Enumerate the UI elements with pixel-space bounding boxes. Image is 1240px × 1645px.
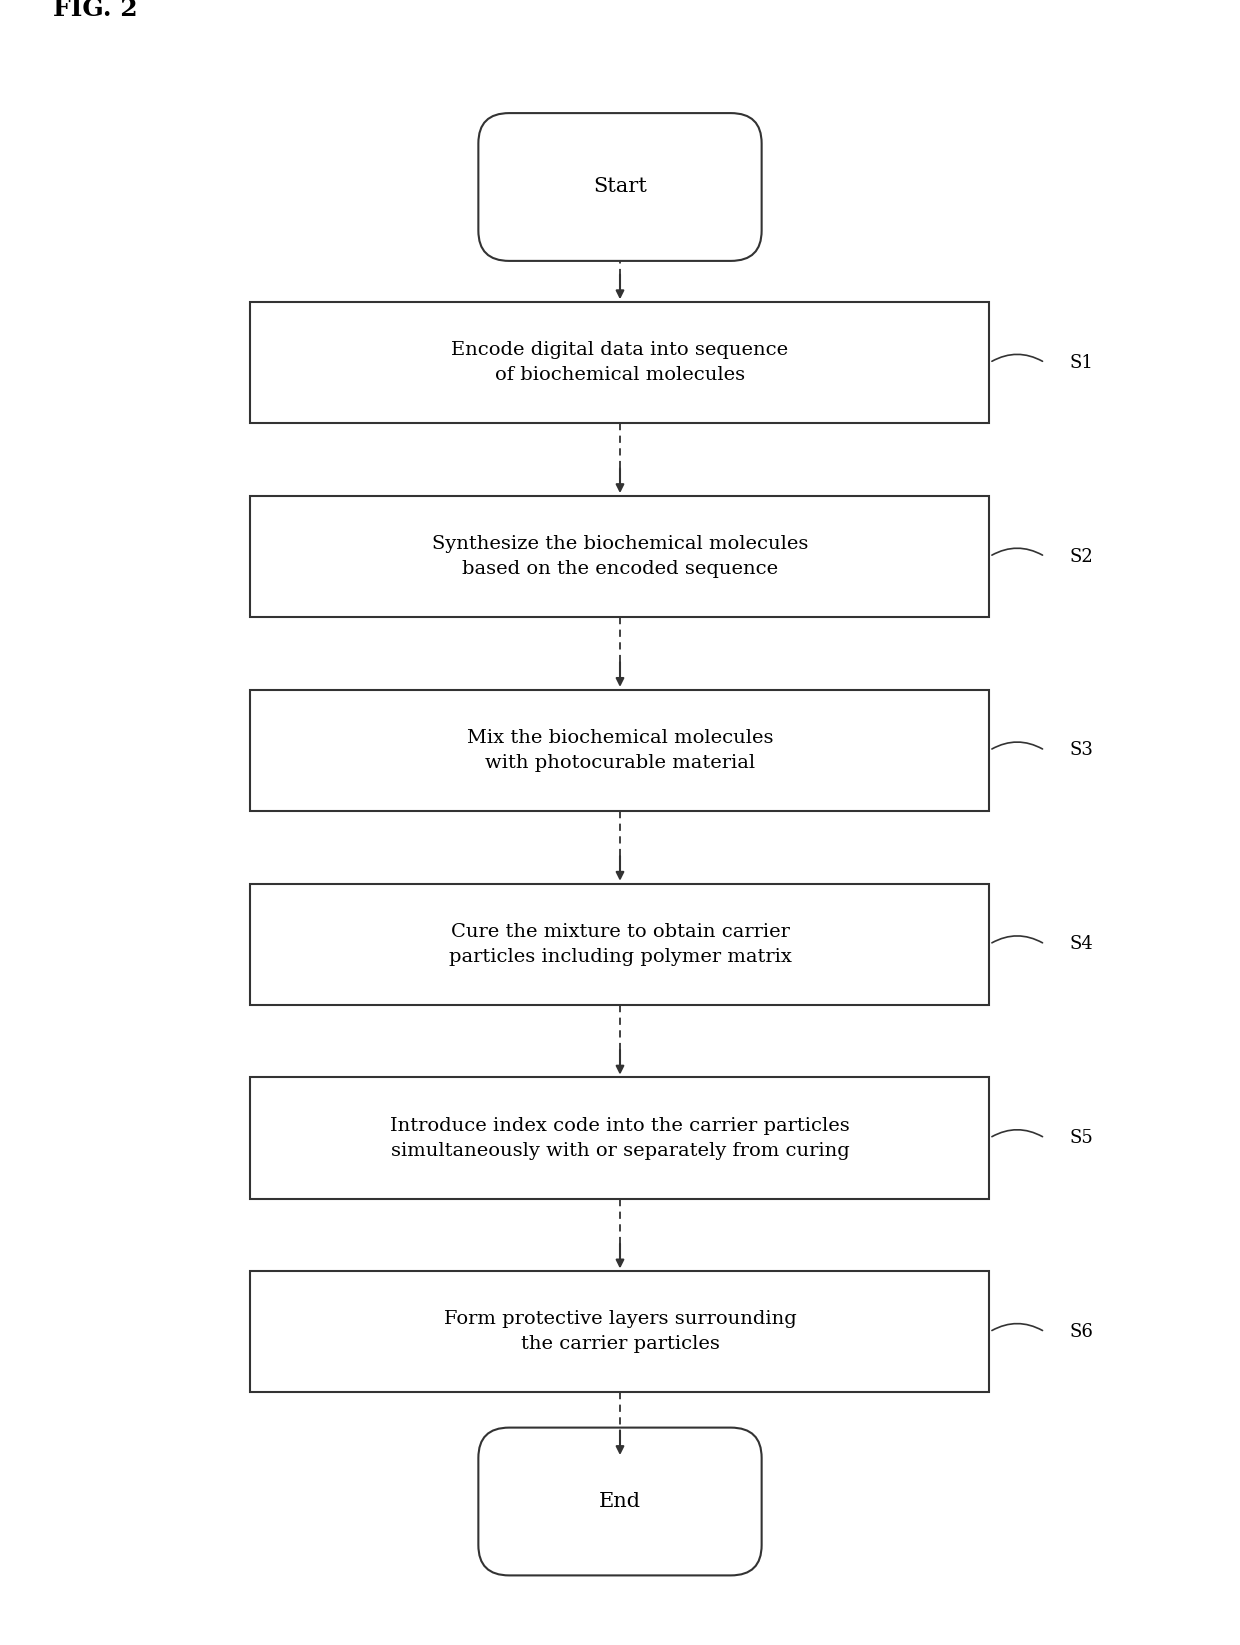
Text: S3: S3 (1070, 742, 1094, 760)
FancyBboxPatch shape (250, 689, 990, 811)
Text: S2: S2 (1070, 548, 1094, 566)
Text: Cure the mixture to obtain carrier
particles including polymer matrix: Cure the mixture to obtain carrier parti… (449, 923, 791, 966)
Text: Synthesize the biochemical molecules
based on the encoded sequence: Synthesize the biochemical molecules bas… (432, 535, 808, 577)
Text: Form protective layers surrounding
the carrier particles: Form protective layers surrounding the c… (444, 1311, 796, 1354)
FancyBboxPatch shape (479, 114, 761, 262)
Text: S1: S1 (1070, 354, 1094, 372)
Text: Introduce index code into the carrier particles
simultaneously with or separatel: Introduce index code into the carrier pa… (391, 1117, 849, 1160)
FancyBboxPatch shape (250, 303, 990, 423)
FancyBboxPatch shape (250, 495, 990, 617)
Text: S6: S6 (1070, 1323, 1094, 1341)
Text: S4: S4 (1070, 936, 1094, 952)
FancyBboxPatch shape (250, 1272, 990, 1392)
FancyBboxPatch shape (479, 1428, 761, 1576)
Text: Encode digital data into sequence
of biochemical molecules: Encode digital data into sequence of bio… (451, 341, 789, 385)
Text: End: End (599, 1492, 641, 1512)
FancyBboxPatch shape (250, 883, 990, 1005)
Text: Start: Start (593, 178, 647, 196)
Text: FIG. 2: FIG. 2 (53, 0, 138, 21)
Text: S5: S5 (1070, 1128, 1094, 1147)
Text: Mix the biochemical molecules
with photocurable material: Mix the biochemical molecules with photo… (466, 729, 774, 772)
FancyBboxPatch shape (250, 1077, 990, 1199)
